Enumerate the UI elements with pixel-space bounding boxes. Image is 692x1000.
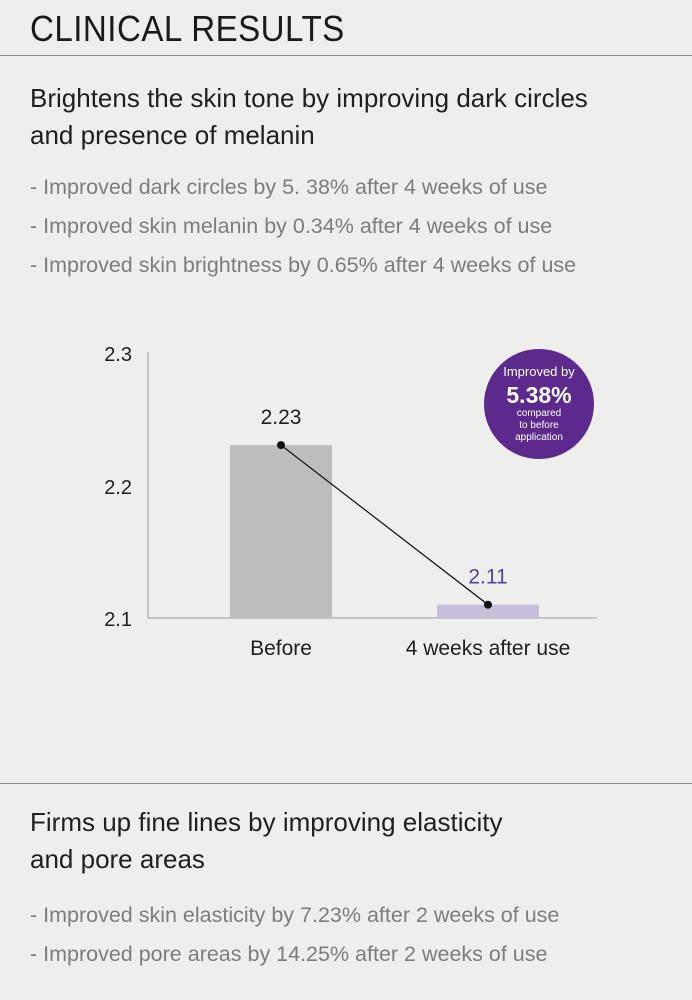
section2-bullet-elasticity: - Improved skin elasticity by 7.23% afte… bbox=[30, 903, 560, 927]
y-tick-label-2-2: 2.2 bbox=[104, 477, 132, 499]
bar-4-weeks-after-use bbox=[437, 604, 539, 618]
value-label-4-weeks-after-use: 2.11 bbox=[468, 566, 507, 589]
section1-heading: Brightens the skin tone by improving dar… bbox=[30, 80, 680, 154]
value-label-before: 2.23 bbox=[261, 406, 302, 429]
section1-heading-line2: and presence of melanin bbox=[30, 120, 315, 150]
x-category-label-before: Before bbox=[250, 637, 312, 660]
page-title: CLINICAL RESULTS bbox=[30, 8, 345, 49]
section1-bullet-list: - Improved dark circles by 5. 38% after … bbox=[30, 168, 576, 285]
badge-line-improved-by: Improved by bbox=[503, 364, 575, 379]
section1-heading-line1: Brightens the skin tone by improving dar… bbox=[30, 83, 588, 113]
point-before bbox=[277, 441, 285, 450]
y-tick-label-2-3: 2.3 bbox=[104, 344, 132, 366]
badge-line-compared: compared bbox=[517, 408, 561, 419]
dark-circles-chart: 2.3 2.2 2.1 2.23 2.11 Before 4 weeks aft… bbox=[104, 344, 597, 660]
badge-circle bbox=[484, 349, 594, 459]
badge-value: 5.38% bbox=[506, 382, 571, 408]
badge-line-to-before: to before bbox=[519, 420, 559, 431]
improvement-badge: Improved by 5.38% compared to before app… bbox=[484, 349, 594, 459]
badge-line-application: application bbox=[515, 432, 563, 443]
section2-heading-line2: and pore areas bbox=[30, 844, 205, 874]
section1-bullet-melanin: - Improved skin melanin by 0.34% after 4… bbox=[30, 214, 553, 238]
trend-connector-line bbox=[280, 444, 489, 606]
title-divider bbox=[0, 55, 692, 56]
section1-bullet-dark-circles: - Improved dark circles by 5. 38% after … bbox=[30, 175, 548, 199]
point-4-weeks-after-use bbox=[484, 600, 492, 609]
x-category-label-4-weeks-after-use: 4 weeks after use bbox=[406, 637, 571, 660]
section2-bullet-pore-areas: - Improved pore areas by 14.25% after 2 … bbox=[30, 942, 548, 966]
section-divider bbox=[0, 783, 692, 784]
section2-heading-line1: Firms up fine lines by improving elastic… bbox=[30, 807, 503, 837]
section2-heading: Firms up fine lines by improving elastic… bbox=[30, 804, 680, 878]
section1-bullet-brightness: - Improved skin brightness by 0.65% afte… bbox=[30, 253, 577, 277]
bar-before bbox=[230, 445, 332, 618]
y-tick-label-2-1: 2.1 bbox=[104, 609, 132, 631]
section2-bullet-list: - Improved skin elasticity by 7.23% afte… bbox=[30, 896, 559, 974]
